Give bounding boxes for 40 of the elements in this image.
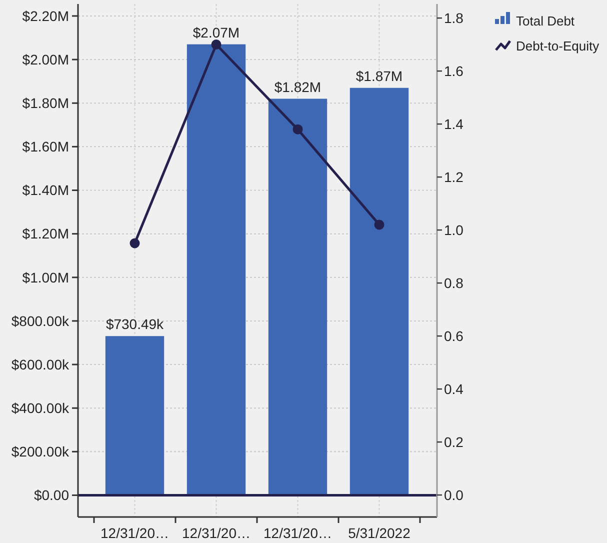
bar (105, 336, 164, 496)
bar (350, 88, 409, 496)
y-tick-label: $1.20M (22, 226, 69, 242)
y2-tick-label: 1.4 (444, 116, 464, 132)
y2-tick-label: 1.8 (444, 10, 464, 26)
x-tick-label: 12/31/20… (182, 525, 250, 541)
y-tick-label: $1.80M (22, 95, 69, 112)
y-tick-label: $1.40M (22, 182, 69, 198)
y-tick-label: $2.00M (22, 51, 69, 68)
point (211, 40, 222, 50)
x-tick-label: 5/31/2022 (348, 525, 411, 541)
y2-tick-label: 0.2 (444, 434, 464, 450)
y-tick-label: $200.00k (11, 444, 70, 460)
x-tick-label: 12/31/20… (264, 525, 332, 541)
y-tick-label: $600.00k (11, 356, 70, 372)
y2-tick-label: 1.6 (444, 62, 464, 79)
data-label: $730.49k (106, 316, 165, 332)
bar (268, 98, 328, 496)
y-tick-label: $2.20M (22, 8, 69, 24)
y2-tick-label: 1.0 (444, 222, 464, 238)
y-tick-label: $400.00k (11, 400, 70, 416)
y2-tick-label: 0.0 (444, 486, 464, 503)
x-tick-label: 12/31/20… (100, 525, 169, 541)
y-tick-label: $800.00k (11, 312, 70, 329)
data-label: $1.82M (274, 78, 322, 95)
y2-tick-label: 0.6 (444, 328, 464, 344)
data-label: $1.87M (356, 68, 403, 84)
point (130, 238, 140, 248)
data-label: $2.07M (192, 24, 240, 40)
y-tick-label: $0.00 (34, 487, 70, 504)
y-tick-label: $1.00M (22, 269, 69, 286)
bar (186, 44, 246, 496)
y2-tick-label: 1.2 (444, 168, 464, 185)
legend-label: Total Debt (516, 14, 575, 29)
point (374, 220, 384, 230)
point (292, 124, 303, 134)
y-tick-label: $1.60M (22, 138, 69, 155)
legend-label: Debt-to-Equity (516, 38, 600, 54)
y2-tick-label: 0.4 (444, 380, 464, 397)
y2-tick-label: 0.8 (444, 274, 464, 291)
